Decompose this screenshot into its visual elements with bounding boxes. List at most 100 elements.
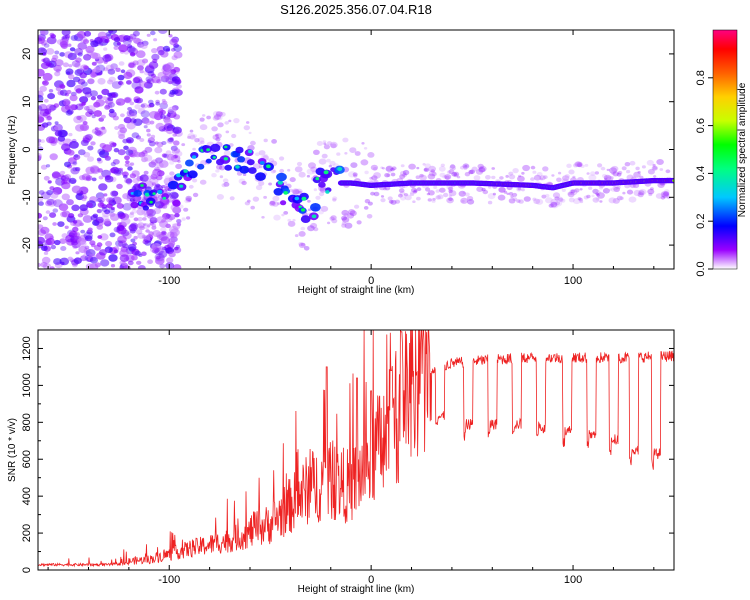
spectrogram-cell <box>38 116 45 123</box>
spectrogram-cell <box>280 200 287 206</box>
spectrogram-cell <box>380 198 386 203</box>
spectrogram-cell <box>51 171 61 179</box>
spectrogram-cell <box>325 190 330 194</box>
spectrogram-cell <box>72 167 78 172</box>
spectrogram-cell <box>38 190 45 195</box>
spectrogram-cell <box>176 222 182 227</box>
spectrogram-cell <box>210 143 221 152</box>
spectrogram-cell <box>86 202 93 208</box>
spectrogram-cell <box>165 150 172 155</box>
spectrogram-cell <box>156 234 165 241</box>
spectrogram-cell <box>224 145 228 149</box>
spectrogram-cell <box>344 222 353 229</box>
colorbar-label: Normalized spectral amplitude <box>737 82 748 217</box>
spectrogram-cell <box>508 192 514 196</box>
spectrogram-cell <box>43 43 50 48</box>
spectrogram-cell <box>111 190 119 197</box>
spectrogram-cell <box>67 256 74 261</box>
spectrogram-cell <box>156 162 164 169</box>
spectrogram-cell <box>613 186 620 192</box>
spectrogram-cell <box>633 171 641 178</box>
spectrogram-cell <box>576 162 583 167</box>
spectrogram-cell <box>183 169 188 173</box>
spectrogram-cell <box>71 204 80 212</box>
spectrogram-cell <box>189 134 196 140</box>
spectrogram-cell <box>149 111 159 119</box>
spectrogram-cell <box>651 165 658 171</box>
spectrogram-cell <box>40 191 51 200</box>
spectrogram-cell <box>140 43 148 49</box>
spectrogram-cell <box>129 162 135 166</box>
spectrogram-cell <box>124 163 130 167</box>
spectrogram-cell <box>349 147 357 154</box>
spectrogram-cell <box>102 96 107 101</box>
spectrogram-cell <box>140 150 148 157</box>
spectrogram-cell <box>132 77 141 84</box>
spectrogram-cell <box>653 175 657 178</box>
spectrogram-cell <box>132 30 140 37</box>
spectrogram-cell <box>638 190 645 196</box>
spectrogram-cell <box>46 121 52 126</box>
spectrogram-cell <box>118 44 128 53</box>
spectrogram-cell <box>147 104 152 108</box>
spectrogram-cell <box>289 177 296 183</box>
spectrogram-cell <box>165 213 172 219</box>
spectrogram-cell <box>164 118 173 125</box>
spectrogram-cell <box>185 195 192 201</box>
spectrogram-cell <box>215 133 222 139</box>
spectrogram-cell <box>197 137 205 143</box>
spectrogram-cell <box>321 153 328 159</box>
spectrogram-cell <box>281 213 285 217</box>
spectrogram-cell <box>185 159 194 167</box>
spectrogram-cell <box>66 199 74 206</box>
spectrogram-cell <box>141 209 149 215</box>
spectrogram-cell <box>616 172 622 177</box>
spectrogram-cell <box>116 224 125 232</box>
spectrogram-cell <box>114 126 120 130</box>
spectrogram-cell <box>125 178 133 184</box>
spectrogram-cell <box>416 166 420 170</box>
spectrogram-cell <box>578 198 583 202</box>
spectrogram-cell <box>503 190 508 194</box>
spectrogram-cell <box>54 121 59 125</box>
spectrogram-cell <box>652 166 658 170</box>
spectrogram-cell <box>456 175 461 179</box>
spectrogram-cell <box>558 197 564 202</box>
spectrogram-cell <box>313 149 320 155</box>
spectrogram-cell <box>306 168 315 175</box>
spectrogram-cell <box>233 118 240 124</box>
spectrogram-cell <box>573 163 578 168</box>
spectrogram-cell <box>146 133 151 137</box>
spectrogram-cell <box>117 74 125 81</box>
spectrogram-cell <box>74 62 81 68</box>
spectrogram-cell <box>508 198 516 204</box>
spectrogram-cell <box>611 165 619 172</box>
spectrogram-cell <box>478 165 487 172</box>
spectrogram-cell <box>147 213 154 219</box>
spectrogram-cell <box>80 64 89 72</box>
spectrogram-cell <box>532 197 537 201</box>
spectrogram-cell <box>371 175 378 181</box>
spectrogram-cell <box>568 197 575 203</box>
spectrogram-cell <box>412 190 417 194</box>
spectrogram-cell <box>400 164 405 168</box>
spectrogram-cell <box>626 189 634 195</box>
spectrogram-cell <box>139 138 145 142</box>
spectrogram-cell <box>647 188 655 195</box>
spectrogram-cell <box>416 187 422 192</box>
spectrogram-cell <box>341 209 349 216</box>
spectrogram-cell <box>300 208 306 212</box>
spectrogram-cell <box>107 68 116 75</box>
spectrogram-cell <box>129 173 137 179</box>
spectrogram-cell <box>499 176 504 180</box>
spectrogram-cell <box>150 73 156 78</box>
spectrogram-cell <box>96 242 103 247</box>
spectrogram-cell <box>78 149 86 156</box>
spectrogram-cell <box>143 213 149 218</box>
spectrogram-cell <box>552 192 561 199</box>
spectrogram-cell <box>307 225 315 232</box>
spectrogram-cell <box>150 246 159 254</box>
spectrogram-heatmap <box>38 30 674 269</box>
spectrogram-cell <box>77 237 87 245</box>
